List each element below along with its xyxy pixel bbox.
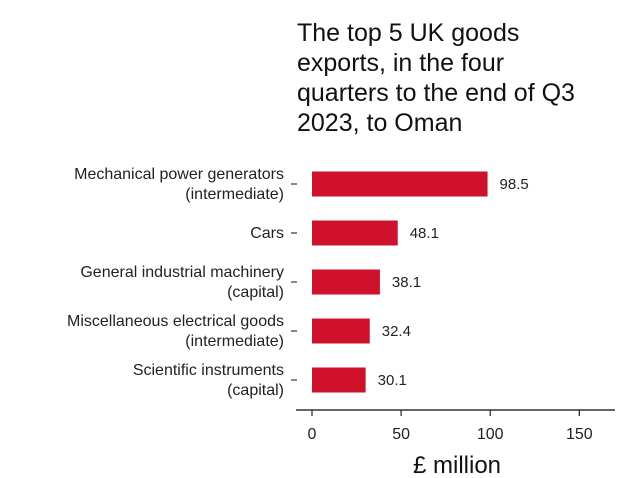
x-tick-label: 50	[392, 426, 410, 443]
data-label: 48.1	[410, 225, 439, 242]
category-label-line: (capital)	[227, 284, 284, 301]
category-label-line: (intermediate)	[185, 333, 284, 350]
bar	[312, 220, 398, 246]
category-label-line: General industrial machinery	[80, 264, 284, 281]
category-label: Mechanical power generators (intermediate…	[74, 166, 284, 203]
category-label: Miscellaneous electrical goods (intermedi…	[67, 313, 284, 350]
data-label: 32.4	[382, 323, 411, 340]
bar	[312, 171, 488, 197]
category-label: General industrial machinery (capital)	[80, 264, 284, 301]
x-tick-label: 100	[477, 426, 504, 443]
bar	[312, 318, 370, 344]
category-label: Cars	[250, 225, 284, 242]
bar	[312, 269, 380, 295]
data-label: 38.1	[392, 274, 421, 291]
category-label-line: Miscellaneous electrical goods	[67, 313, 284, 330]
category-label-line: (intermediate)	[185, 186, 284, 203]
x-axis: 0 50 100 150 £ million	[291, 183, 615, 478]
category-label: Scientific instruments (capital)	[133, 362, 284, 399]
bar	[312, 367, 366, 393]
bars-layer	[312, 171, 488, 393]
data-label: 30.1	[378, 372, 407, 389]
labels-layer: 98.5 Mechanical power generators (intermed…	[67, 166, 529, 399]
category-label-line: Mechanical power generators	[74, 166, 284, 183]
category-label-line: (capital)	[227, 382, 284, 399]
data-label: 98.5	[500, 176, 529, 193]
x-tick-label: 150	[566, 426, 593, 443]
x-axis-title: £ million	[413, 452, 501, 478]
chart-title: The top 5 UK goods exports, in the four …	[297, 19, 575, 137]
x-tick-label: 0	[308, 426, 317, 443]
category-label-line: Cars	[250, 225, 284, 242]
category-label-line: Scientific instruments	[133, 362, 284, 379]
